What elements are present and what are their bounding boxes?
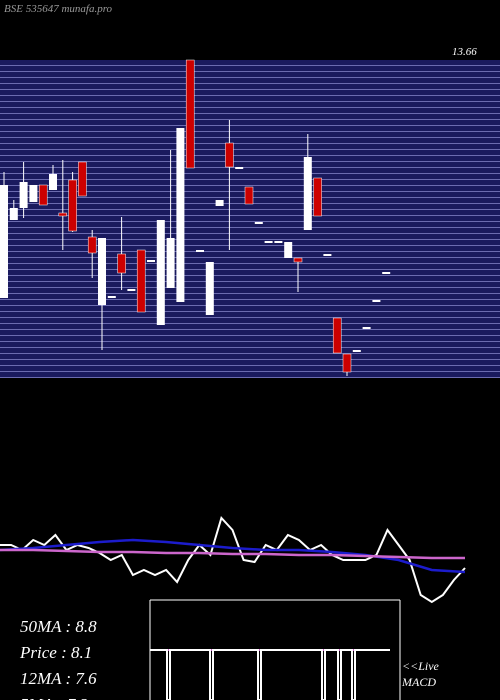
candle-body xyxy=(196,250,204,252)
candle-body xyxy=(303,157,312,230)
candle-body xyxy=(323,254,332,256)
candle-body xyxy=(58,212,68,217)
candle-body xyxy=(274,241,283,243)
candle-body xyxy=(9,208,18,220)
candle-body xyxy=(225,142,234,168)
candle-body xyxy=(313,177,322,217)
candle-body xyxy=(215,200,224,206)
candle-body xyxy=(19,182,28,208)
legend-entry: 5MA : 7.3 xyxy=(20,695,88,700)
macd-box xyxy=(149,599,401,700)
candle-body xyxy=(293,257,303,263)
candle-body xyxy=(68,179,77,232)
candle-body xyxy=(136,249,146,313)
candle-body xyxy=(205,262,214,315)
candle-body xyxy=(147,260,155,262)
price-panel xyxy=(0,60,500,378)
candle-body xyxy=(117,253,126,274)
candle-body xyxy=(176,128,185,302)
candle-body xyxy=(156,220,165,325)
candle-body xyxy=(332,317,342,354)
candle-body xyxy=(264,241,273,243)
macd-label: <<Live xyxy=(402,659,440,673)
legend-entry: Price : 8.1 xyxy=(19,643,92,662)
indicator-line xyxy=(0,538,466,574)
y-tick-label: 13.66 xyxy=(452,46,477,58)
candle-body xyxy=(382,272,391,274)
candle-body xyxy=(185,59,195,169)
candle-body xyxy=(352,350,361,352)
candle-body xyxy=(284,242,293,258)
candle-body xyxy=(49,174,57,190)
candle-body xyxy=(166,238,175,288)
candle-body xyxy=(372,300,381,302)
candle-body xyxy=(235,167,244,169)
candle-body xyxy=(127,289,136,291)
indicator-line xyxy=(0,548,465,560)
chart-title: BSE 535647 munafa.pro xyxy=(4,3,113,15)
legend-entry: 50MA : 8.8 xyxy=(20,617,97,636)
candle-body xyxy=(362,327,371,329)
candle-body xyxy=(342,353,352,373)
candle-body xyxy=(107,296,116,298)
candle-body xyxy=(87,236,97,254)
legend-entry: 12MA : 7.6 xyxy=(20,669,97,688)
candle-body xyxy=(29,185,38,202)
candle-body xyxy=(98,238,106,305)
candle-body xyxy=(254,222,263,224)
macd-label: MACD xyxy=(401,675,436,689)
candle-body xyxy=(38,184,48,206)
candle-body xyxy=(78,161,87,197)
candle-body xyxy=(0,185,8,298)
candle-body xyxy=(244,186,254,205)
